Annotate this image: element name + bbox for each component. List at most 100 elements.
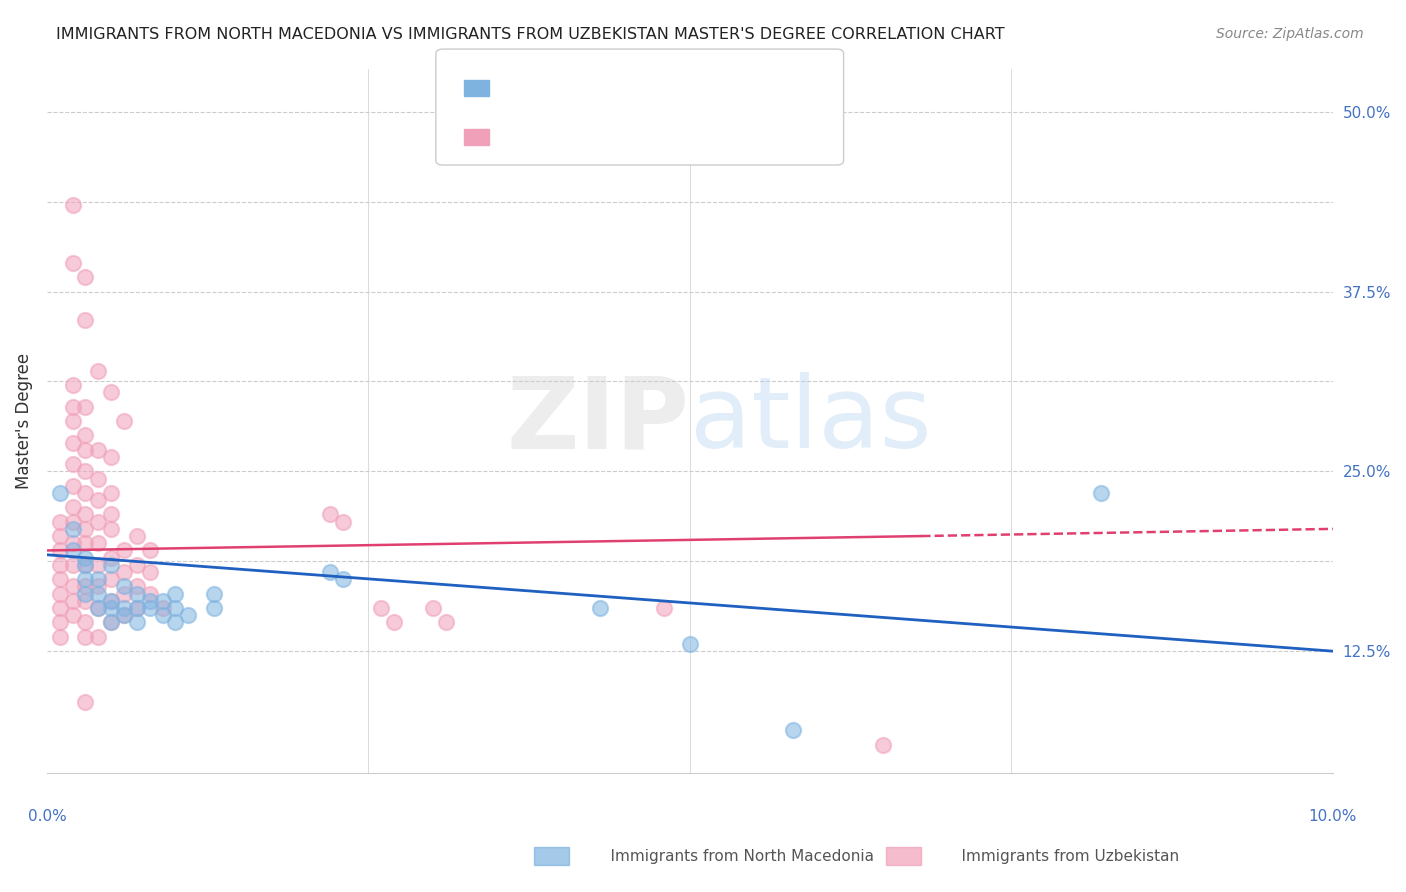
Point	[75, 464, 97, 478]
Point	[125, 558, 148, 572]
Point	[152, 608, 174, 623]
Point	[87, 442, 110, 457]
Point	[87, 493, 110, 508]
Text: atlas: atlas	[690, 373, 931, 469]
Point	[75, 630, 97, 644]
Point	[62, 594, 84, 608]
Point	[62, 400, 84, 414]
Point	[75, 594, 97, 608]
Text: 36: 36	[630, 78, 655, 96]
Point	[112, 601, 135, 615]
Point	[75, 572, 97, 586]
Point	[100, 450, 122, 464]
Point	[87, 601, 110, 615]
Point	[75, 586, 97, 600]
Point	[125, 615, 148, 630]
Text: R =: R =	[501, 129, 534, 145]
Point	[48, 515, 70, 529]
Point	[100, 550, 122, 565]
Point	[125, 601, 148, 615]
Point	[48, 601, 70, 615]
Point	[87, 572, 110, 586]
Point	[139, 543, 162, 558]
Text: Source: ZipAtlas.com: Source: ZipAtlas.com	[1216, 27, 1364, 41]
Point	[112, 414, 135, 428]
Point	[48, 543, 70, 558]
Point	[48, 572, 70, 586]
Point	[62, 435, 84, 450]
Point	[100, 558, 122, 572]
Point	[87, 536, 110, 550]
Point	[87, 558, 110, 572]
Point	[125, 586, 148, 600]
Point	[62, 543, 84, 558]
Point	[62, 579, 84, 593]
Point	[177, 608, 200, 623]
Point	[75, 522, 97, 536]
Point	[589, 601, 612, 615]
Point	[139, 586, 162, 600]
Point	[62, 558, 84, 572]
Point	[319, 508, 342, 522]
Point	[48, 529, 70, 543]
Point	[75, 313, 97, 327]
Point	[100, 486, 122, 500]
Point	[872, 738, 894, 752]
Point	[75, 615, 97, 630]
Point	[100, 572, 122, 586]
Point	[62, 522, 84, 536]
Point	[100, 385, 122, 400]
Point	[125, 529, 148, 543]
Point	[202, 601, 225, 615]
Point	[48, 558, 70, 572]
Point	[62, 256, 84, 270]
Point	[62, 457, 84, 471]
Point	[382, 615, 405, 630]
Point	[75, 486, 97, 500]
Point	[87, 364, 110, 378]
Point	[152, 594, 174, 608]
Point	[125, 601, 148, 615]
Point	[87, 630, 110, 644]
Point	[87, 586, 110, 600]
Point	[100, 594, 122, 608]
Text: N =: N =	[592, 129, 636, 145]
Text: N =: N =	[592, 80, 636, 95]
Point	[75, 558, 97, 572]
Point	[62, 378, 84, 392]
Point	[75, 400, 97, 414]
Point	[48, 486, 70, 500]
Point	[332, 572, 354, 586]
Point	[125, 579, 148, 593]
Text: IMMIGRANTS FROM NORTH MACEDONIA VS IMMIGRANTS FROM UZBEKISTAN MASTER'S DEGREE CO: IMMIGRANTS FROM NORTH MACEDONIA VS IMMIG…	[56, 27, 1005, 42]
Point	[1090, 486, 1112, 500]
Point	[62, 515, 84, 529]
Point	[75, 694, 97, 708]
Point	[100, 615, 122, 630]
Point	[679, 637, 702, 651]
Point	[87, 601, 110, 615]
Point	[75, 579, 97, 593]
Point	[62, 198, 84, 212]
Point	[165, 615, 187, 630]
Point	[100, 594, 122, 608]
Point	[62, 536, 84, 550]
Point	[100, 522, 122, 536]
Text: 0.012: 0.012	[536, 129, 583, 145]
Point	[112, 608, 135, 623]
Text: Immigrants from Uzbekistan: Immigrants from Uzbekistan	[942, 849, 1180, 863]
Text: 10.0%: 10.0%	[1309, 809, 1357, 824]
Point	[62, 479, 84, 493]
Point	[62, 608, 84, 623]
Point	[112, 579, 135, 593]
Point	[782, 723, 804, 738]
Point	[87, 471, 110, 485]
Point	[652, 601, 675, 615]
Point	[75, 508, 97, 522]
Text: -0.133: -0.133	[536, 80, 591, 95]
Point	[112, 565, 135, 579]
Point	[87, 515, 110, 529]
Point	[75, 442, 97, 457]
Text: 80: 80	[630, 128, 655, 146]
Point	[75, 270, 97, 285]
